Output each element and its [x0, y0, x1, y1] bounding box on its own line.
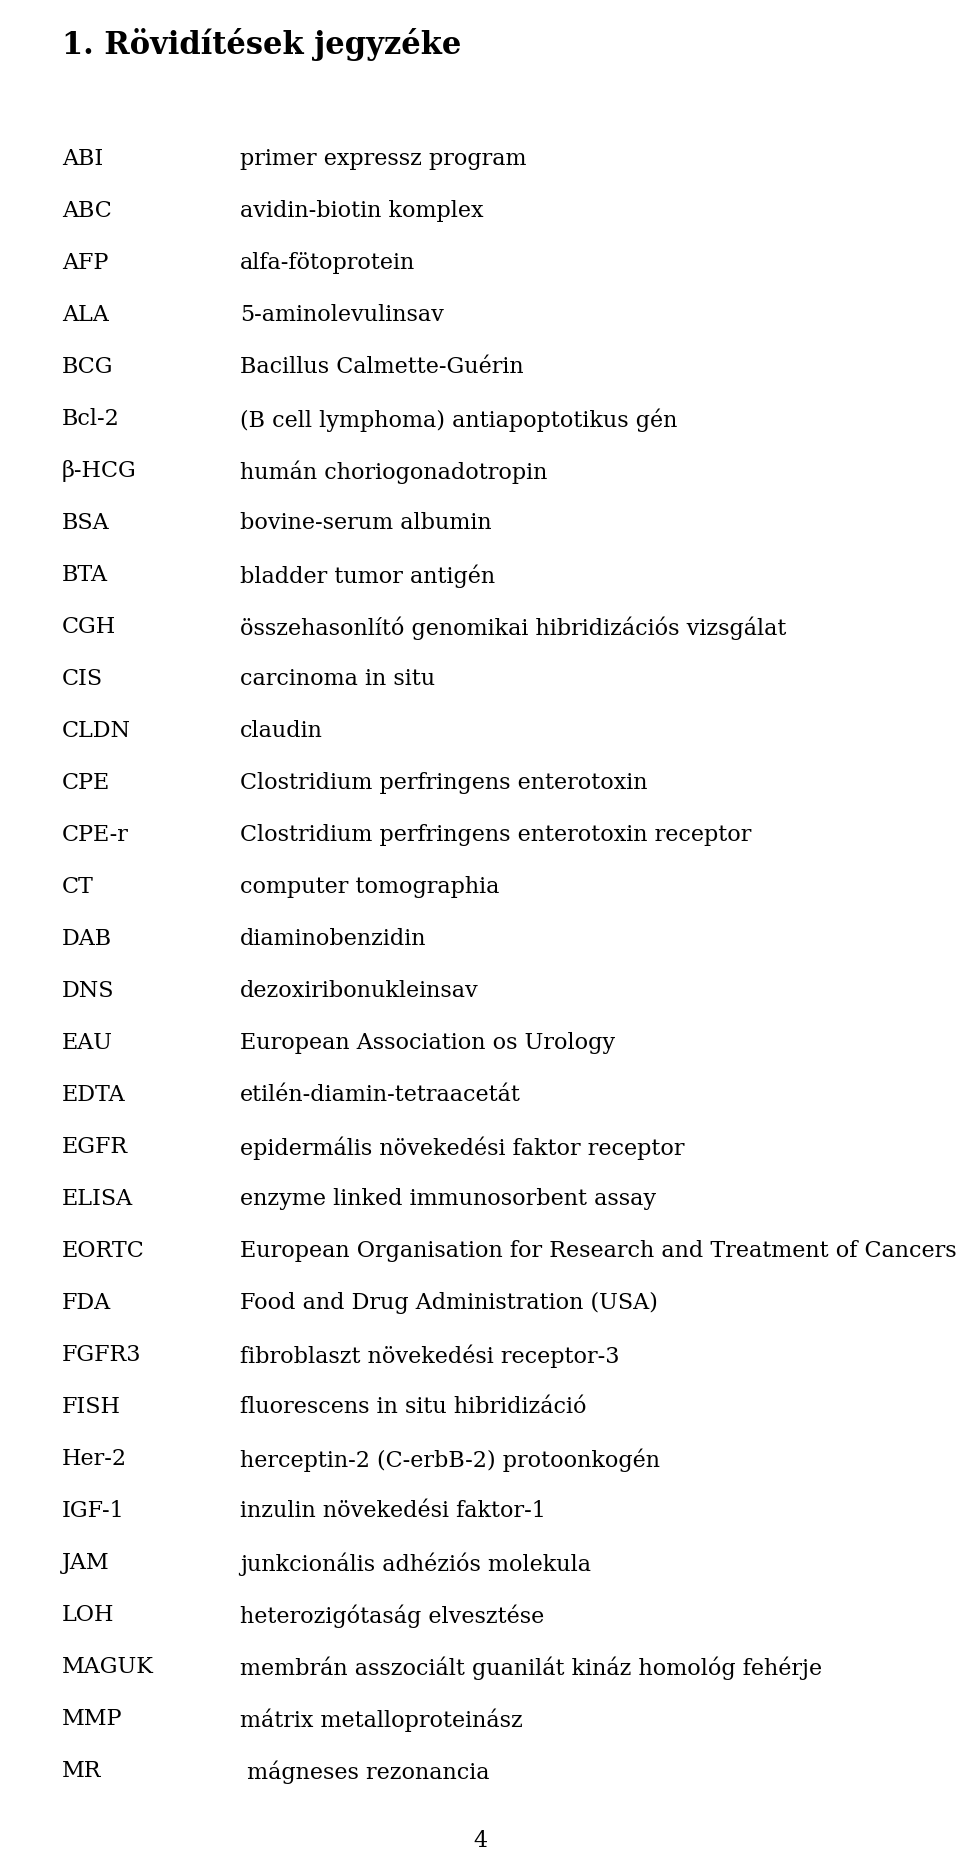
Text: CLDN: CLDN: [62, 720, 131, 743]
Text: fluorescens in situ hibridizáció: fluorescens in situ hibridizáció: [240, 1396, 587, 1418]
Text: 5-aminolevulinsav: 5-aminolevulinsav: [240, 304, 444, 327]
Text: Bcl-2: Bcl-2: [62, 409, 120, 429]
Text: avidin-biotin komplex: avidin-biotin komplex: [240, 200, 484, 222]
Text: epidermális növekedési faktor receptor: epidermális növekedési faktor receptor: [240, 1136, 684, 1159]
Text: DNS: DNS: [62, 980, 114, 1002]
Text: carcinoma in situ: carcinoma in situ: [240, 668, 435, 690]
Text: CT: CT: [62, 875, 94, 898]
Text: junkcionális adhéziós molekula: junkcionális adhéziós molekula: [240, 1553, 591, 1575]
Text: alfa-fötoprotein: alfa-fötoprotein: [240, 252, 416, 274]
Text: JAM: JAM: [62, 1553, 109, 1575]
Text: fibroblaszt növekedési receptor-3: fibroblaszt növekedési receptor-3: [240, 1344, 619, 1368]
Text: enzyme linked immunosorbent assay: enzyme linked immunosorbent assay: [240, 1189, 656, 1209]
Text: 4: 4: [473, 1831, 487, 1851]
Text: összehasonlító genomikai hibridizációs vizsgálat: összehasonlító genomikai hibridizációs v…: [240, 616, 786, 640]
Text: β-HCG: β-HCG: [62, 461, 136, 481]
Text: membrán asszociált guanilát kináz homológ fehérje: membrán asszociált guanilát kináz homoló…: [240, 1655, 822, 1679]
Text: dezoxiribonukleinsav: dezoxiribonukleinsav: [240, 980, 479, 1002]
Text: herceptin-2 (C-erbB-2) protoonkogén: herceptin-2 (C-erbB-2) protoonkogén: [240, 1448, 660, 1472]
Text: BSA: BSA: [62, 511, 109, 534]
Text: ELISA: ELISA: [62, 1189, 133, 1209]
Text: DAB: DAB: [62, 927, 112, 950]
Text: (B cell lymphoma) antiapoptotikus gén: (B cell lymphoma) antiapoptotikus gén: [240, 409, 678, 431]
Text: FISH: FISH: [62, 1396, 121, 1418]
Text: European Organisation for Research and Treatment of Cancers: European Organisation for Research and T…: [240, 1241, 956, 1261]
Text: IGF-1: IGF-1: [62, 1500, 125, 1523]
Text: FGFR3: FGFR3: [62, 1344, 141, 1366]
Text: EGFR: EGFR: [62, 1136, 128, 1159]
Text: heterozigótaság elvesztése: heterozigótaság elvesztése: [240, 1605, 544, 1627]
Text: mátrix metalloproteinász: mátrix metalloproteinász: [240, 1707, 523, 1732]
Text: Bacillus Calmette-Guérin: Bacillus Calmette-Guérin: [240, 356, 523, 379]
Text: Clostridium perfringens enterotoxin: Clostridium perfringens enterotoxin: [240, 773, 647, 795]
Text: computer tomographia: computer tomographia: [240, 875, 499, 898]
Text: Clostridium perfringens enterotoxin receptor: Clostridium perfringens enterotoxin rece…: [240, 825, 752, 845]
Text: ABI: ABI: [62, 147, 104, 170]
Text: primer expressz program: primer expressz program: [240, 147, 526, 170]
Text: inzulin növekedési faktor-1: inzulin növekedési faktor-1: [240, 1500, 546, 1523]
Text: CIS: CIS: [62, 668, 103, 690]
Text: Her-2: Her-2: [62, 1448, 127, 1470]
Text: CGH: CGH: [62, 616, 116, 638]
Text: ALA: ALA: [62, 304, 108, 327]
Text: MR: MR: [62, 1760, 102, 1782]
Text: LOH: LOH: [62, 1605, 114, 1625]
Text: CPE: CPE: [62, 773, 110, 795]
Text: BCG: BCG: [62, 356, 113, 379]
Text: European Association os Urology: European Association os Urology: [240, 1032, 615, 1054]
Text: CPE-r: CPE-r: [62, 825, 129, 845]
Text: claudin: claudin: [240, 720, 323, 743]
Text: MAGUK: MAGUK: [62, 1655, 154, 1678]
Text: EORTC: EORTC: [62, 1241, 145, 1261]
Text: BTA: BTA: [62, 564, 108, 586]
Text: etilén-diamin-tetraacetát: etilén-diamin-tetraacetát: [240, 1084, 521, 1107]
Text: bladder tumor antigén: bladder tumor antigén: [240, 564, 495, 588]
Text: FDA: FDA: [62, 1291, 111, 1314]
Text: humán choriogonadotropin: humán choriogonadotropin: [240, 461, 547, 483]
Text: MMP: MMP: [62, 1707, 123, 1730]
Text: Food and Drug Administration (USA): Food and Drug Administration (USA): [240, 1291, 658, 1314]
Text: mágneses rezonancia: mágneses rezonancia: [240, 1760, 490, 1784]
Text: EDTA: EDTA: [62, 1084, 126, 1107]
Text: ABC: ABC: [62, 200, 111, 222]
Text: diaminobenzidin: diaminobenzidin: [240, 927, 426, 950]
Text: bovine-serum albumin: bovine-serum albumin: [240, 511, 492, 534]
Text: EAU: EAU: [62, 1032, 113, 1054]
Text: 1. Rövidítések jegyzéke: 1. Rövidítések jegyzéke: [62, 28, 462, 62]
Text: AFP: AFP: [62, 252, 108, 274]
